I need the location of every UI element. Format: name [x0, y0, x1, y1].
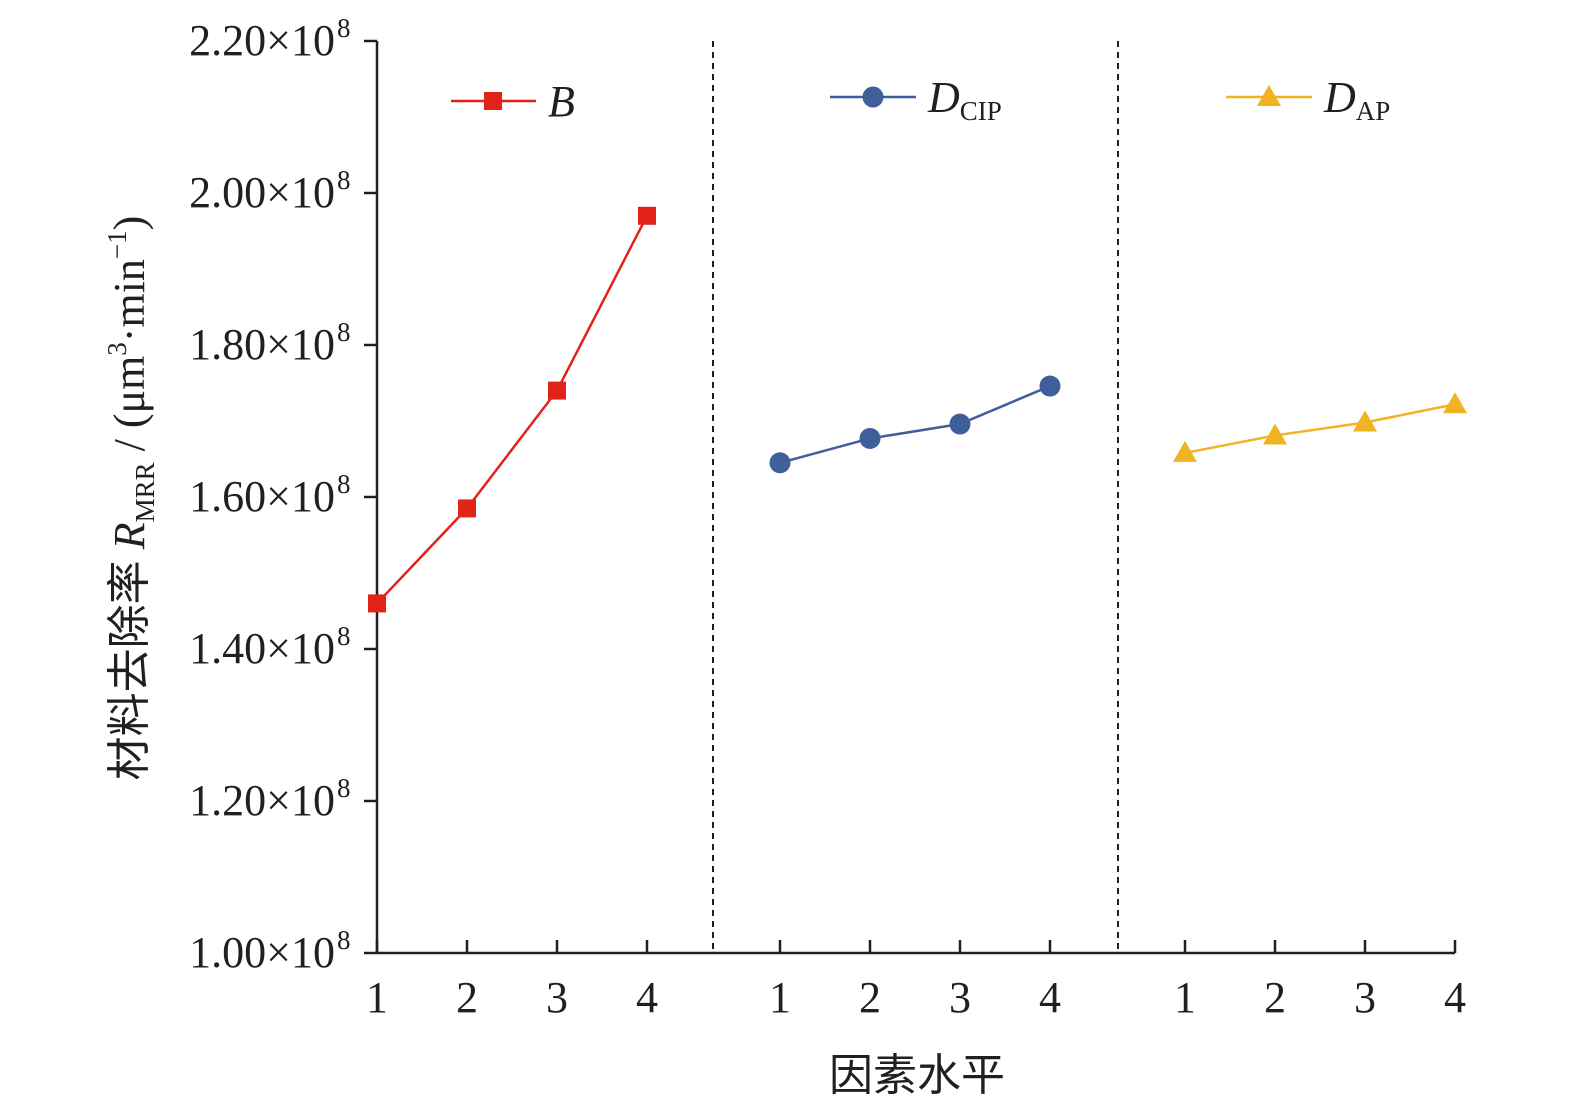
x-tick-label: 1 [769, 973, 791, 1022]
y-tick-label-exponent: 8 [337, 621, 351, 651]
data-point [769, 452, 791, 474]
y-tick-label-exponent: 8 [337, 317, 351, 347]
series-3 [1173, 392, 1467, 462]
y-tick-label: 1.60×10 [189, 472, 335, 521]
data-point [1443, 392, 1467, 414]
legend-marker [862, 86, 884, 108]
y-axis-title-unit-sup2: −1 [102, 230, 132, 259]
data-point [1353, 410, 1377, 432]
x-tick-label: 3 [949, 973, 971, 1022]
x-tick-label: 2 [859, 973, 881, 1022]
x-tick-label: 4 [1039, 973, 1061, 1022]
legend-marker [484, 92, 502, 110]
y-axis-title-subscript: MRR [130, 462, 160, 522]
legend-marker [1257, 85, 1281, 106]
legend-item-2: DCIP [830, 73, 1002, 126]
x-tick-label: 3 [546, 973, 568, 1022]
x-tick-label: 2 [1264, 973, 1286, 1022]
y-axis-title-unit-open: / (μm [105, 356, 154, 463]
series-layer [368, 206, 1467, 613]
y-tick-label: 1.20×10 [189, 776, 335, 825]
panel-separators [712, 41, 1119, 953]
data-point [548, 381, 566, 400]
y-axis-title-unit-close: ) [105, 216, 154, 231]
x-tick-label: 3 [1354, 973, 1376, 1022]
y-tick-label-exponent: 8 [337, 925, 351, 955]
y-axis-title-unit-sup1: 3 [102, 342, 132, 356]
data-point [1263, 423, 1287, 445]
legend: B DCIP DAP [451, 73, 1390, 126]
y-tick-label: 1.80×10 [189, 320, 335, 369]
y-tick-label: 1.00×10 [189, 928, 335, 977]
data-point [1039, 375, 1061, 397]
legend-label: B [548, 77, 575, 126]
series-line [779, 384, 1051, 465]
x-tick-label: 2 [456, 973, 478, 1022]
x-axis-title: 因素水平 [829, 1051, 1005, 1100]
y-tick-label: 2.20×10 [189, 16, 335, 65]
legend-item-1: B [451, 77, 575, 126]
x-tick-label: 1 [366, 973, 388, 1022]
y-axis-title-unit-mid: ·min [105, 259, 154, 342]
data-point [949, 413, 971, 435]
y-tick-label-exponent: 8 [337, 13, 351, 43]
data-point [1173, 440, 1197, 462]
y-tick-label: 2.00×10 [189, 168, 335, 217]
y-tick-label-exponent: 8 [337, 469, 351, 499]
x-tick-label: 1 [1174, 973, 1196, 1022]
legend-item-3: DAP [1226, 73, 1390, 126]
y-axis-title: 材料去除率 RMRR / (μm3·min−1) [102, 216, 160, 781]
y-tick-label: 1.40×10 [189, 624, 335, 673]
data-point [859, 427, 881, 449]
series-1 [368, 206, 656, 613]
y-axis: 1.00×10 81.20×10 81.40×10 81.60×10 81.80×10 8… [189, 13, 379, 977]
y-tick-label-exponent: 8 [337, 773, 351, 803]
y-tick-label-exponent: 8 [337, 165, 351, 195]
data-point [458, 499, 476, 518]
series-line [1184, 403, 1456, 455]
data-point [638, 206, 656, 225]
data-point [368, 594, 386, 613]
y-axis-title-symbol: R [105, 522, 154, 550]
series-2 [769, 375, 1061, 474]
x-tick-label: 4 [1444, 973, 1466, 1022]
x-tick-label: 4 [636, 973, 658, 1022]
y-axis-title-prefix: 材料去除率 [105, 549, 154, 780]
series-line [376, 215, 649, 605]
x-axis: 1 2 3 4 1 2 3 4 1 2 3 4 [366, 940, 1466, 1022]
legend-label: DCIP [927, 73, 1002, 126]
legend-label: DAP [1323, 73, 1390, 126]
